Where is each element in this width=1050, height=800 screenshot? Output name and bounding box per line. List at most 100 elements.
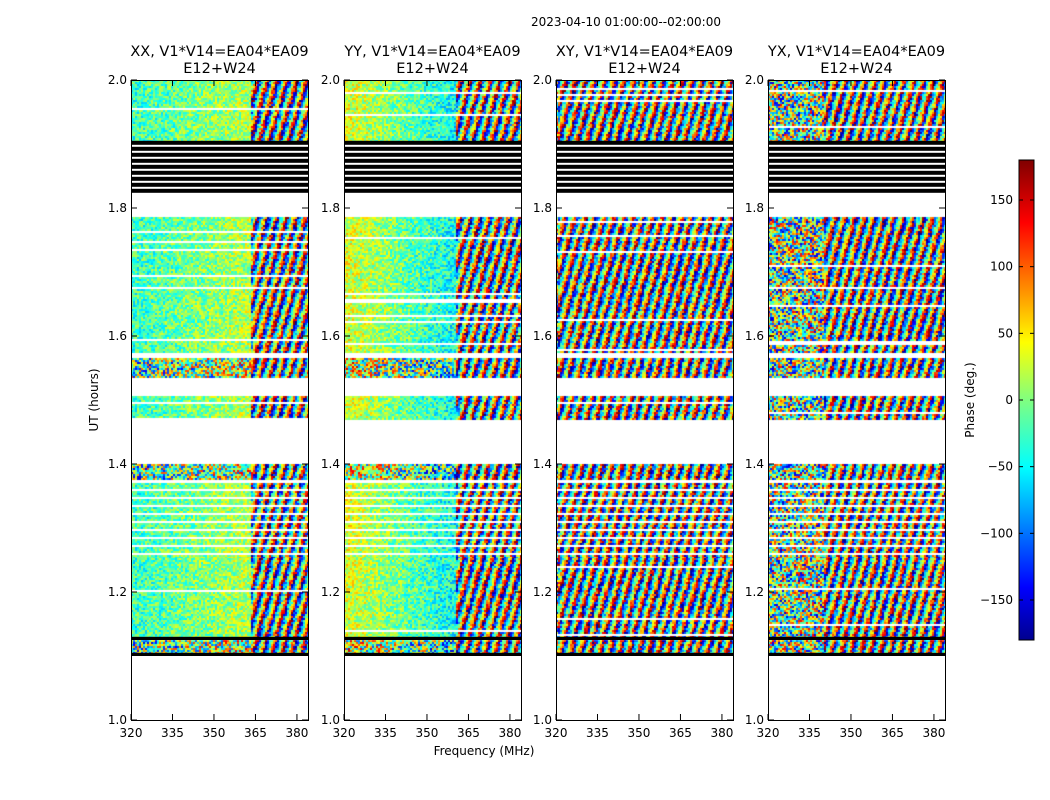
- panel-frame: [768, 80, 946, 721]
- flagged-band: [344, 652, 521, 656]
- flagged-band: [131, 188, 308, 193]
- panel-title: YX, V1*V14=EA04*EA09: [767, 44, 945, 60]
- colorbar-tick-label: 50: [998, 326, 1013, 340]
- y-tick-label: 1.0: [321, 713, 340, 727]
- x-tick-label: 335: [586, 726, 609, 740]
- flagged-band: [344, 176, 521, 181]
- flagged-band: [768, 188, 945, 193]
- panel-frame: [131, 80, 309, 721]
- panel-title: XX, V1*V14=EA04*EA09: [130, 44, 308, 60]
- panel-baseline-label: E12+W24: [820, 61, 893, 77]
- y-tick-label: 1.0: [533, 713, 552, 727]
- colorbar-ticks: −150 −100 −50 0 50 100 150: [980, 193, 1034, 607]
- flagged-band: [556, 140, 733, 145]
- flagged-band: [344, 188, 521, 193]
- y-tick-label: 1.0: [745, 713, 764, 727]
- colorbar-tick-label: 0: [1005, 393, 1013, 407]
- colorbar-tick-label: −50: [988, 460, 1013, 474]
- y-tick-label: 1.4: [321, 457, 340, 471]
- x-tick-label: 365: [881, 726, 904, 740]
- y-tick-label: 2.0: [533, 73, 552, 87]
- phase-heatmap: [344, 80, 521, 720]
- flagged-band: [344, 152, 521, 157]
- flagged-band: [344, 164, 521, 169]
- y-tick-label: 1.4: [745, 457, 764, 471]
- panel-baseline-label: E12+W24: [396, 61, 469, 77]
- x-tick-label: 350: [628, 726, 651, 740]
- y-tick-label: 1.4: [533, 457, 552, 471]
- y-tick-label: 1.8: [321, 201, 340, 215]
- x-tick-label: 335: [161, 726, 184, 740]
- flagged-band: [344, 140, 521, 145]
- flagged-band: [556, 170, 733, 175]
- colorbar-tick-label: 150: [990, 193, 1013, 207]
- y-tick-label: 1.0: [108, 713, 127, 727]
- colorbar-tick-label: −100: [980, 526, 1013, 540]
- phase-heatmap: [768, 80, 945, 720]
- flagged-band: [131, 152, 308, 157]
- flagged-band: [556, 158, 733, 163]
- y-tick-label: 1.8: [745, 201, 764, 215]
- x-tick-label: 320: [545, 726, 568, 740]
- flagged-band: [131, 176, 308, 181]
- flagged-band: [768, 164, 945, 169]
- y-tick-label: 2.0: [745, 73, 764, 87]
- flagged-band: [344, 636, 521, 640]
- flagged-band: [131, 182, 308, 187]
- flagged-band: [131, 636, 308, 640]
- x-tick-label: 335: [374, 726, 397, 740]
- y-tick-label: 1.2: [108, 585, 127, 599]
- flagged-band: [768, 158, 945, 163]
- flagged-band: [556, 146, 733, 151]
- colorbar-tick-label: −150: [980, 593, 1013, 607]
- flagged-band: [556, 636, 733, 640]
- flagged-band: [131, 146, 308, 151]
- y-tick-label: 2.0: [321, 73, 340, 87]
- x-tick-label: 320: [333, 726, 356, 740]
- y-tick-label: 1.2: [533, 585, 552, 599]
- x-tick-label: 380: [922, 726, 945, 740]
- phase-colorbar: −150 −100 −50 0 50 100 150 Phase (deg.): [963, 159, 1035, 641]
- flagged-band: [344, 170, 521, 175]
- flagged-band: [768, 636, 945, 640]
- flagged-band: [768, 152, 945, 157]
- x-axis-label: Frequency (MHz): [434, 744, 535, 758]
- flagged-band: [556, 164, 733, 169]
- panel-title: YY, V1*V14=EA04*EA09: [343, 44, 520, 60]
- y-tick-label: 1.6: [745, 329, 764, 343]
- y-tick-label: 1.6: [108, 329, 127, 343]
- y-tick-label: 1.4: [108, 457, 127, 471]
- x-tick-label: 380: [710, 726, 733, 740]
- panel-frame: [556, 80, 734, 721]
- y-axis-label: UT (hours): [87, 368, 101, 431]
- flagged-band: [556, 176, 733, 181]
- flagged-band: [556, 188, 733, 193]
- flagged-band: [131, 170, 308, 175]
- panel-baseline-label: E12+W24: [608, 61, 681, 77]
- flagged-band: [131, 158, 308, 163]
- y-tick-label: 1.8: [108, 201, 127, 215]
- x-tick-label: 350: [840, 726, 863, 740]
- phase-heatmap: [556, 80, 733, 720]
- flagged-band: [768, 170, 945, 175]
- x-tick-label: 365: [669, 726, 692, 740]
- x-tick-label: 365: [457, 726, 480, 740]
- flagged-band: [344, 146, 521, 151]
- y-tick-label: 1.6: [533, 329, 552, 343]
- panel-frame: [344, 80, 522, 721]
- flagged-band: [768, 176, 945, 181]
- x-tick-label: 320: [757, 726, 780, 740]
- panel-baseline-label: E12+W24: [183, 61, 256, 77]
- flagged-band: [556, 152, 733, 157]
- x-tick-label: 380: [285, 726, 308, 740]
- flagged-band: [768, 140, 945, 145]
- x-tick-label: 335: [798, 726, 821, 740]
- y-tick-label: 2.0: [108, 73, 127, 87]
- flagged-band: [344, 182, 521, 187]
- y-tick-label: 1.2: [745, 585, 764, 599]
